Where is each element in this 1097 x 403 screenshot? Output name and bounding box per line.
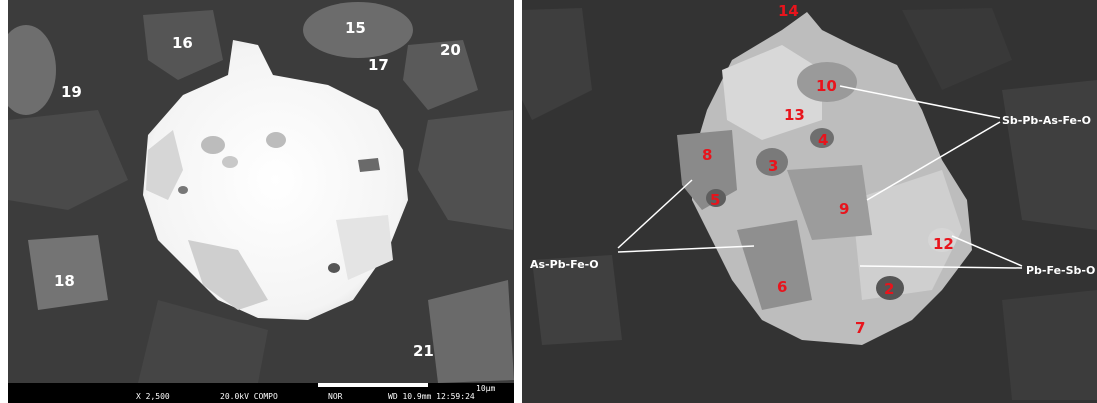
left-inclusion-2 — [188, 240, 268, 310]
left-grain-21 — [428, 280, 514, 383]
left-label-17: 17 — [368, 56, 389, 74]
left-status-bar — [8, 383, 514, 403]
right-bright-zone-1 — [722, 45, 822, 140]
right-grey-phase-5 — [706, 189, 726, 207]
left-label-15: 15 — [345, 19, 366, 37]
status-scale: 10µm — [476, 384, 495, 393]
arrow-as-pb-to-8 — [617, 179, 693, 249]
right-grey-phase-10 — [797, 62, 857, 102]
left-label-16: 16 — [172, 34, 193, 52]
right-grain-n — [902, 8, 1012, 90]
left-inclusion-6 — [336, 215, 393, 280]
left-inclusion-4 — [266, 132, 286, 148]
left-grain-south — [138, 300, 268, 383]
arrow-pb-fe-to-12 — [951, 235, 1023, 267]
left-inclusion-1 — [146, 130, 183, 200]
annotation-sb-pb-as-fe-o: Sb-Pb-As-Fe-O — [1002, 114, 1091, 127]
right-grey-phase-6 — [737, 220, 812, 310]
status-magnification: X 2,500 — [136, 392, 170, 401]
left-grain-20 — [403, 40, 478, 110]
status-wd-time: WD 10.9mm 12:59:24 — [388, 392, 475, 401]
left-pore-2 — [178, 186, 188, 194]
right-grain-ne — [1002, 80, 1097, 230]
right-label-10: 10 — [816, 77, 837, 95]
right-grey-phase-4 — [810, 128, 834, 148]
left-label-20: 20 — [440, 41, 461, 59]
arrow-sb-pb-to-10 — [839, 85, 1001, 119]
left-grain-east — [418, 110, 513, 230]
left-grain-15 — [303, 2, 413, 58]
right-label-2: 2 — [884, 280, 894, 298]
left-grain-16 — [143, 10, 223, 80]
right-label-14: 14 — [778, 2, 799, 20]
arrow-sb-pb-to-9 — [866, 121, 1001, 201]
right-label-8: 8 — [702, 146, 712, 164]
right-label-5: 5 — [710, 191, 720, 209]
left-grain-west — [8, 110, 128, 210]
left-label-21: 21 — [413, 342, 434, 360]
right-grey-phase-2 — [876, 276, 904, 300]
left-inclusion-5 — [222, 156, 238, 168]
right-label-6: 6 — [777, 278, 787, 296]
right-label-9: 9 — [839, 200, 849, 218]
right-label-13: 13 — [784, 106, 805, 124]
right-label-4: 4 — [818, 131, 828, 149]
annotation-pb-fe-sb-o: Pb-Fe-Sb-O — [1026, 264, 1095, 277]
right-grey-phase-9 — [787, 165, 872, 240]
right-grey-phase-8 — [677, 130, 737, 210]
left-pore-3 — [328, 263, 340, 273]
right-grey-phase-3 — [756, 148, 788, 176]
left-grain-18 — [28, 235, 108, 310]
right-grey-phase-12 — [928, 228, 956, 252]
arrow-pb-fe-to-grain — [859, 265, 1023, 269]
right-grain-se — [1002, 290, 1097, 400]
right-sem-image-canvas: 14 10 13 4 8 3 5 9 12 6 2 7 Sb-Pb-As-Fe-… — [522, 0, 1097, 403]
right-label-7: 7 — [855, 319, 865, 337]
left-inclusion-3 — [201, 136, 225, 154]
annotation-as-pb-fe-o: As-Pb-Fe-O — [530, 258, 599, 271]
left-grain-topleft — [8, 25, 56, 115]
annotation-arrows — [617, 85, 1023, 269]
right-sem-image: 14 10 13 4 8 3 5 9 12 6 2 7 Sb-Pb-As-Fe-… — [522, 0, 1097, 403]
right-grain-nw — [522, 8, 592, 120]
right-label-3: 3 — [768, 157, 778, 175]
scale-bar — [318, 383, 428, 387]
left-label-18: 18 — [54, 272, 75, 290]
left-sem-image-canvas: 16 15 20 17 19 18 21 X 2,500 20.0kV COMP… — [8, 0, 514, 403]
status-voltage-mode: 20.0kV COMPO — [220, 392, 278, 401]
right-label-12: 12 — [933, 235, 954, 253]
left-label-19: 19 — [61, 83, 82, 101]
arrow-as-pb-to-6 — [617, 245, 755, 253]
left-pore-1 — [358, 158, 380, 172]
left-sem-image: 16 15 20 17 19 18 21 X 2,500 20.0kV COMP… — [8, 0, 514, 403]
status-detector: NOR — [328, 392, 343, 401]
right-grain-sw — [532, 255, 622, 345]
